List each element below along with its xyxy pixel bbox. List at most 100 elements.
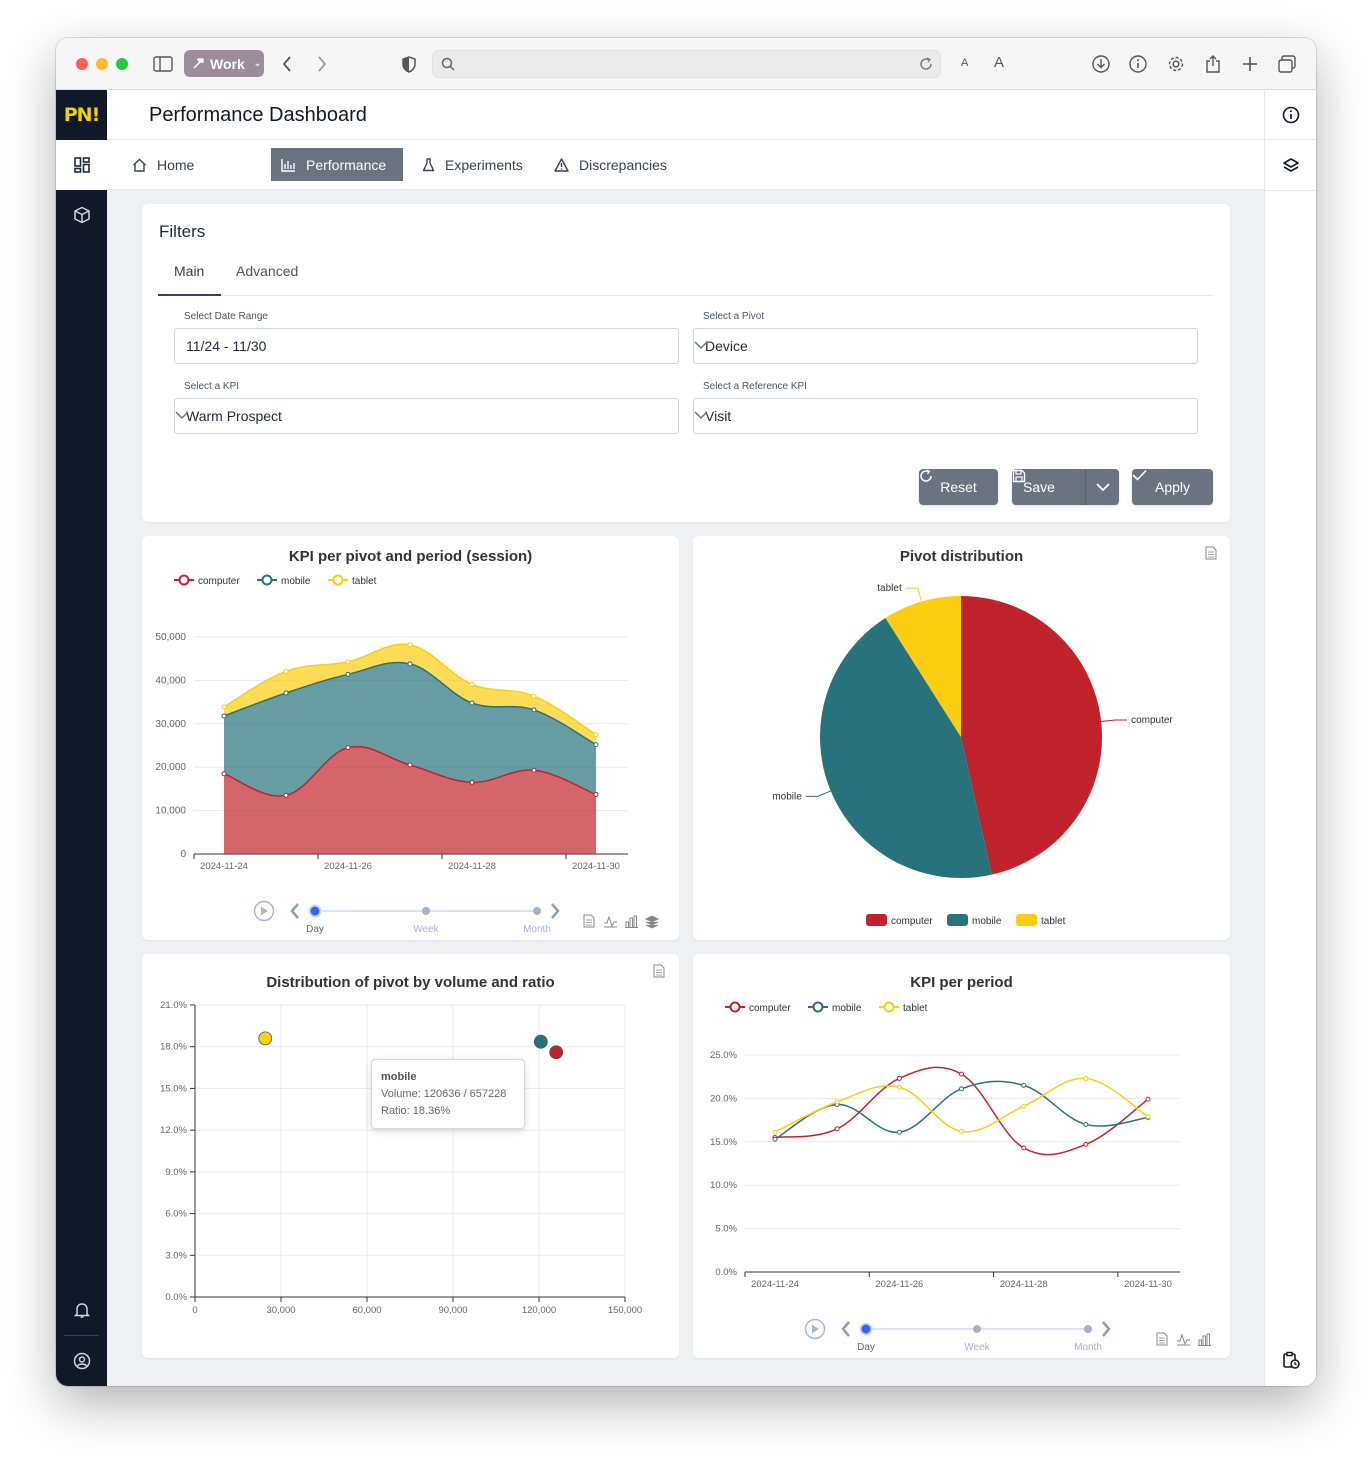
legend-label-mobile: mobile xyxy=(281,576,311,587)
sidebar-item-dashboard[interactable] xyxy=(56,140,107,190)
switch-to-line-icon[interactable] xyxy=(1177,1333,1190,1346)
timeline-prev-icon[interactable] xyxy=(290,903,299,919)
filters-tab-main[interactable]: Main xyxy=(174,263,205,279)
data-point-mobile xyxy=(1021,1082,1027,1088)
increase-font-button[interactable]: A xyxy=(994,54,1005,71)
timeline-play-button[interactable] xyxy=(253,900,275,922)
sidebar-item-packages[interactable] xyxy=(56,190,107,240)
y-tick-label: 10,000 xyxy=(155,806,186,817)
y-tick-label: 15.0% xyxy=(710,1137,737,1148)
x-tick-label: 2024-11-30 xyxy=(1124,1279,1172,1290)
timeline-step-day[interactable] xyxy=(859,1322,873,1336)
switch-to-stack-icon[interactable] xyxy=(644,915,660,929)
tooltip-ratio: Ratio: 18.36% xyxy=(381,1105,451,1117)
timeline-play-button[interactable] xyxy=(804,1318,826,1340)
y-tick-label: 0.0% xyxy=(715,1267,737,1278)
forward-icon[interactable] xyxy=(310,52,334,76)
data-point-mobile xyxy=(469,700,475,706)
apply-button[interactable]: Apply xyxy=(1132,469,1213,505)
browser-toolbar: Work ⌄ A A xyxy=(56,38,1316,90)
timeline-next-icon[interactable] xyxy=(1102,1321,1111,1337)
user-account-button[interactable] xyxy=(56,1336,107,1386)
timeline-label-week: Week xyxy=(964,1342,990,1353)
x-tick-label: 60,000 xyxy=(352,1305,381,1316)
tab-performance[interactable]: Performance xyxy=(271,148,403,181)
privacy-shield-icon[interactable] xyxy=(397,52,421,76)
zoom-window-button[interactable] xyxy=(116,58,128,70)
reload-icon[interactable] xyxy=(918,56,934,72)
kpi-select[interactable]: Warm Prospect xyxy=(174,398,679,434)
data-point-tablet xyxy=(531,693,537,699)
ref-kpi-select[interactable]: Visit xyxy=(693,398,1198,434)
address-bar[interactable] xyxy=(432,50,941,78)
doc-lines xyxy=(656,969,662,976)
timeline-next-icon[interactable] xyxy=(551,903,560,919)
info-icon[interactable] xyxy=(1126,52,1150,76)
date-range-input[interactable]: 11/24 - 11/30 xyxy=(174,328,679,364)
minimize-window-button[interactable] xyxy=(96,58,108,70)
tab-discrepancies[interactable]: Discrepancies xyxy=(544,148,677,181)
export-data-icon[interactable] xyxy=(1205,546,1217,560)
new-tab-icon[interactable] xyxy=(1238,52,1262,76)
tab-experiments[interactable]: Experiments xyxy=(412,148,533,181)
save-options-chevron-icon[interactable] xyxy=(1096,482,1110,492)
flask-icon xyxy=(422,157,435,171)
play-triangle xyxy=(812,1324,819,1334)
switch-to-line-icon[interactable] xyxy=(604,915,617,928)
data-point-computer xyxy=(407,762,413,768)
date-range-value: 11/24 - 11/30 xyxy=(186,338,267,354)
pie-label-computer: computer xyxy=(1131,715,1173,726)
chevron-down-icon xyxy=(694,411,708,420)
legend-label-tablet: tablet xyxy=(903,1003,928,1014)
layers-panel-button[interactable] xyxy=(1265,141,1316,191)
data-point-tablet xyxy=(469,681,475,687)
export-data-icon[interactable] xyxy=(583,914,595,928)
y-tick-label: 20.0% xyxy=(710,1093,737,1104)
download-icon[interactable] xyxy=(1089,52,1113,76)
bar-glyph xyxy=(1198,1333,1211,1346)
notifications-button[interactable] xyxy=(56,1285,107,1335)
reset-button[interactable]: Reset xyxy=(919,469,998,505)
search-icon xyxy=(441,57,455,71)
pivot-select-label: Select a Pivot xyxy=(703,311,765,322)
pivot-distribution-chart-card: Pivot distribution computer mobile tablet c… xyxy=(693,536,1230,940)
export-data-icon[interactable] xyxy=(653,964,665,978)
settings-gear-icon[interactable] xyxy=(1164,52,1188,76)
tab-home[interactable]: Home xyxy=(122,148,204,181)
app-logo[interactable]: PN! xyxy=(63,104,101,126)
timeline-step-month[interactable] xyxy=(1084,1325,1092,1333)
pivot-select[interactable]: Device xyxy=(693,328,1198,364)
timeline-step-week[interactable] xyxy=(973,1325,981,1333)
pivot-volume-ratio-chart-card: Distribution of pivot by volume and rati… xyxy=(142,954,679,1358)
profile-button[interactable]: Work ⌄ xyxy=(184,50,264,77)
info-panel-button[interactable] xyxy=(1265,90,1316,140)
share-icon[interactable] xyxy=(1201,52,1225,76)
timeline-label-day: Day xyxy=(857,1342,875,1353)
clipboard-schedule-button[interactable] xyxy=(1265,1335,1316,1385)
timeline-prev-icon[interactable] xyxy=(841,1321,850,1337)
close-window-button[interactable] xyxy=(76,58,88,70)
tab-overview-icon[interactable] xyxy=(1275,52,1299,76)
filters-tab-divider xyxy=(158,295,1213,296)
sidebar-toggle-icon[interactable] xyxy=(151,52,175,76)
save-icon xyxy=(1012,469,1026,483)
pie-label-line-computer xyxy=(1101,719,1128,723)
area-mobile xyxy=(224,662,596,797)
x-tick-label: 2024-11-28 xyxy=(1000,1279,1048,1290)
decrease-font-button[interactable]: A xyxy=(961,57,969,69)
timeline-step-month[interactable] xyxy=(533,907,541,915)
timeline-step-day[interactable] xyxy=(308,904,322,918)
timeline-step-week[interactable] xyxy=(422,907,430,915)
legend-marker-mobile xyxy=(261,574,273,586)
legend-marker-tablet xyxy=(332,574,344,586)
save-button[interactable]: Save xyxy=(1012,469,1119,505)
switch-to-bar-icon[interactable] xyxy=(1198,1333,1211,1346)
data-point-mobile xyxy=(959,1086,964,1092)
home-icon xyxy=(133,158,146,172)
back-icon[interactable] xyxy=(275,52,299,76)
filters-tab-advanced[interactable]: Advanced xyxy=(236,263,299,279)
export-data-icon[interactable] xyxy=(1156,1332,1168,1346)
browser-window: Work ⌄ A A xyxy=(56,38,1316,1386)
switch-to-bar-icon[interactable] xyxy=(625,915,638,928)
x-tick-label: 2024-11-24 xyxy=(200,861,248,872)
